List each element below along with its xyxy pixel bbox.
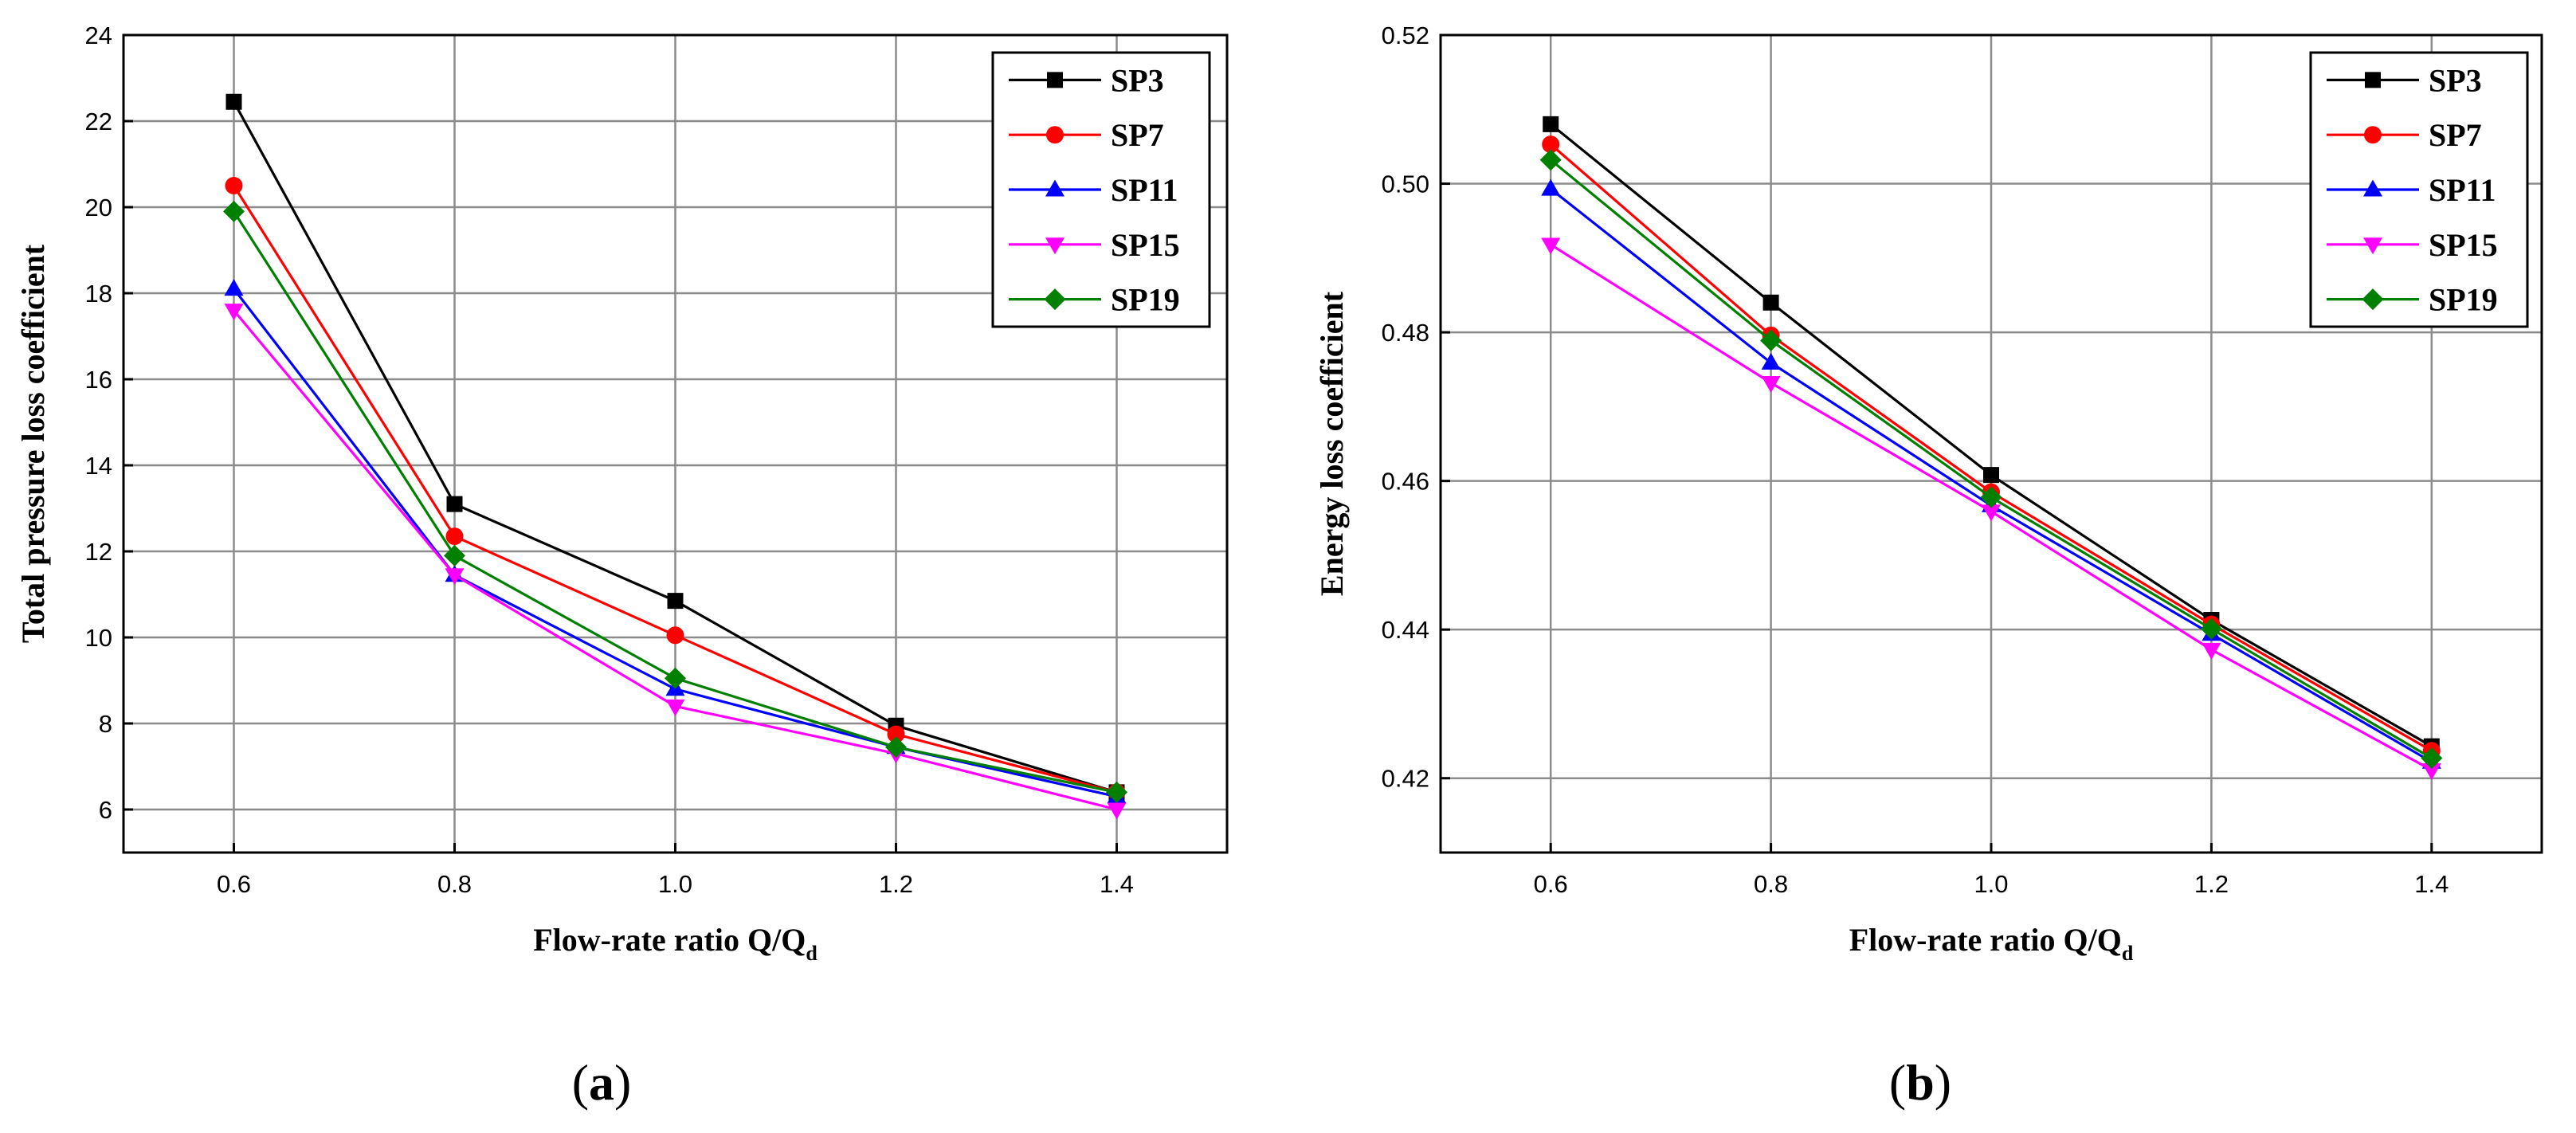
y-tick-label: 0.42	[1382, 765, 1429, 793]
data-point	[1760, 329, 1782, 351]
legend-marker	[1044, 288, 1066, 311]
x-axis-title: Flow-rate ratio Q/Qd	[1849, 922, 2134, 965]
legend-label: SP11	[2429, 172, 2496, 208]
data-point	[1761, 352, 1781, 370]
x-tick-label: 0.8	[1754, 870, 1788, 898]
y-axis-title: Energy loss coefficient	[1314, 291, 1350, 596]
legend-marker	[2364, 126, 2382, 144]
y-tick-label: 24	[85, 22, 112, 49]
data-point	[1539, 149, 1562, 171]
data-point	[1543, 116, 1559, 132]
y-tick-label: 22	[85, 108, 112, 135]
legend-label: SP3	[1111, 62, 1164, 98]
legend-label: SP7	[2429, 117, 2482, 153]
data-point	[1107, 802, 1127, 820]
data-point	[665, 667, 686, 689]
legend-label: SP19	[2429, 282, 2498, 318]
data-point	[2421, 747, 2443, 770]
y-tick-label: 14	[85, 452, 112, 480]
data-point	[885, 736, 907, 759]
data-point	[887, 725, 905, 743]
data-point	[1542, 135, 1560, 154]
legend-marker	[1046, 126, 1064, 144]
x-tick-label: 1.2	[2194, 870, 2229, 898]
x-tick-label: 0.8	[437, 870, 472, 898]
legend-marker	[2365, 72, 2381, 88]
x-tick-label: 1.0	[658, 870, 692, 898]
legend-label: SP15	[1111, 227, 1180, 263]
y-tick-label: 0.48	[1382, 319, 1429, 347]
data-point	[444, 544, 465, 566]
data-point	[445, 527, 464, 546]
y-tick-label: 12	[85, 538, 112, 566]
data-point	[667, 593, 684, 610]
data-point	[445, 568, 465, 586]
legend-marker	[1045, 237, 1065, 255]
data-point	[1761, 376, 1781, 394]
data-point	[2421, 763, 2441, 780]
panel-b-chart: 0.6 0.8 1.0 1.2 1.4 0.42 0.44 0.46 0.48 0.50 0.52 F…	[1314, 22, 2543, 1111]
data-point	[1982, 504, 2001, 522]
x-tick-label: 1.4	[1100, 870, 1134, 898]
x-tick-label: 1.4	[2414, 870, 2449, 898]
data-point	[1106, 781, 1127, 803]
data-point	[225, 177, 243, 194]
data-point	[2200, 617, 2222, 640]
y-axis-title: Total pressure loss coefficient	[15, 244, 51, 643]
data-point	[666, 626, 684, 645]
y-tick-label: 0.52	[1382, 22, 1429, 49]
panel-a-chart: 0.6 0.8 1.0 1.2 1.4 6 8 10 12 14 16 18 20 22 24 Flow-ra…	[15, 22, 1229, 1111]
y-tick-label: 0.44	[1382, 616, 1429, 644]
y-tick-label: 16	[85, 366, 112, 394]
data-point	[224, 279, 244, 296]
series-sp19	[1539, 149, 2443, 770]
legend-marker	[2363, 179, 2382, 197]
legend-label: SP3	[2429, 62, 2482, 98]
legend-label: SP7	[1111, 117, 1164, 153]
y-tick-label: 0.50	[1382, 171, 1429, 198]
data-point	[1980, 486, 2002, 508]
data-point	[1983, 467, 1999, 484]
series-sp3	[1543, 116, 2440, 755]
data-point	[1541, 237, 1561, 255]
data-point	[446, 496, 463, 512]
data-point	[225, 93, 242, 110]
data-point	[224, 304, 244, 321]
legend: SP3 SP7 SP11 SP15 SP19	[2309, 51, 2529, 328]
data-point	[665, 699, 685, 716]
legend-marker	[2362, 288, 2384, 311]
data-point	[223, 200, 245, 222]
legend-label: SP15	[2429, 227, 2498, 263]
series-sp19	[223, 200, 1127, 803]
x-tick-label: 0.6	[1534, 870, 1568, 898]
x-tick-label: 0.6	[217, 870, 251, 898]
legend-label: SP11	[1111, 172, 1178, 208]
y-tick-label: 10	[85, 624, 112, 652]
x-axis-title: Flow-rate ratio Q/Qd	[533, 922, 817, 965]
legend-marker	[1047, 72, 1063, 88]
y-tick-label: 0.46	[1382, 468, 1429, 496]
y-tick-label: 20	[85, 194, 112, 222]
legend-marker	[1045, 179, 1065, 197]
data-point	[2202, 642, 2221, 660]
legend: SP3 SP7 SP11 SP15 SP19	[991, 51, 1211, 328]
y-tick-label: 8	[99, 710, 112, 738]
series-sp15	[1541, 237, 2441, 780]
legend-marker	[2363, 237, 2382, 255]
legend-label: SP19	[1111, 282, 1180, 318]
panel-caption: (b)	[1889, 1054, 1951, 1111]
y-tick-label: 6	[99, 796, 112, 824]
y-tick-label: 18	[85, 280, 112, 308]
x-tick-label: 1.0	[1974, 870, 2008, 898]
panel-caption: (a)	[572, 1054, 632, 1111]
x-tick-label: 1.2	[879, 870, 913, 898]
data-point	[1541, 178, 1561, 196]
data-point	[1762, 294, 1779, 311]
